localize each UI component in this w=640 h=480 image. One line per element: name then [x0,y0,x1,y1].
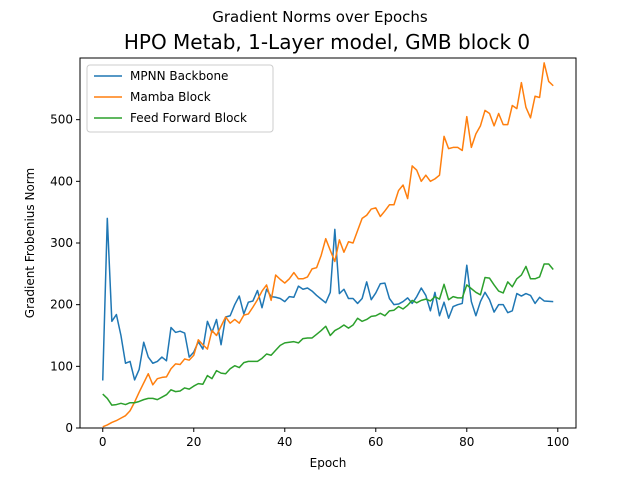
y-tick-label: 500 [50,113,73,127]
plot-area [102,62,554,428]
legend-box [86,64,274,133]
x-tick-label: 80 [459,435,474,449]
series-line-mpnn-backbone [102,217,554,381]
legend-label-mamba-block: Mamba Block [130,90,211,104]
x-tick-label: 100 [546,435,569,449]
plot-frame [79,57,577,429]
x-tick-label: 20 [186,435,201,449]
x-tick-label: 60 [368,435,383,449]
series-line-mamba-block [102,62,554,428]
chart-title: Gradient Norms over Epochs [212,8,428,26]
y-tick-label: 200 [50,298,73,312]
y-tick-label: 100 [50,359,73,373]
y-axis-label: Gradient Frobenius Norm [23,168,37,318]
x-tick-label: 0 [99,435,107,449]
legend-label-mpnn-backbone: MPNN Backbone [130,69,228,83]
y-tick-label: 0 [65,421,73,435]
chart-subtitle: HPO Metab, 1-Layer model, GMB block 0 [124,30,530,54]
series-line-feed-forward-block [102,263,554,406]
y-tick-label: 400 [50,174,73,188]
x-axis-label: Epoch [310,456,347,470]
legend-label-feed-forward-block: Feed Forward Block [130,111,247,125]
axis-ticks: 0 20 40 60 80 100 0 100 200 300 400 500 [50,113,569,449]
y-tick-label: 300 [50,236,73,250]
x-tick-label: 40 [277,435,292,449]
legend: MPNN Backbone Mamba Block Feed Forward Blo… [86,64,274,133]
